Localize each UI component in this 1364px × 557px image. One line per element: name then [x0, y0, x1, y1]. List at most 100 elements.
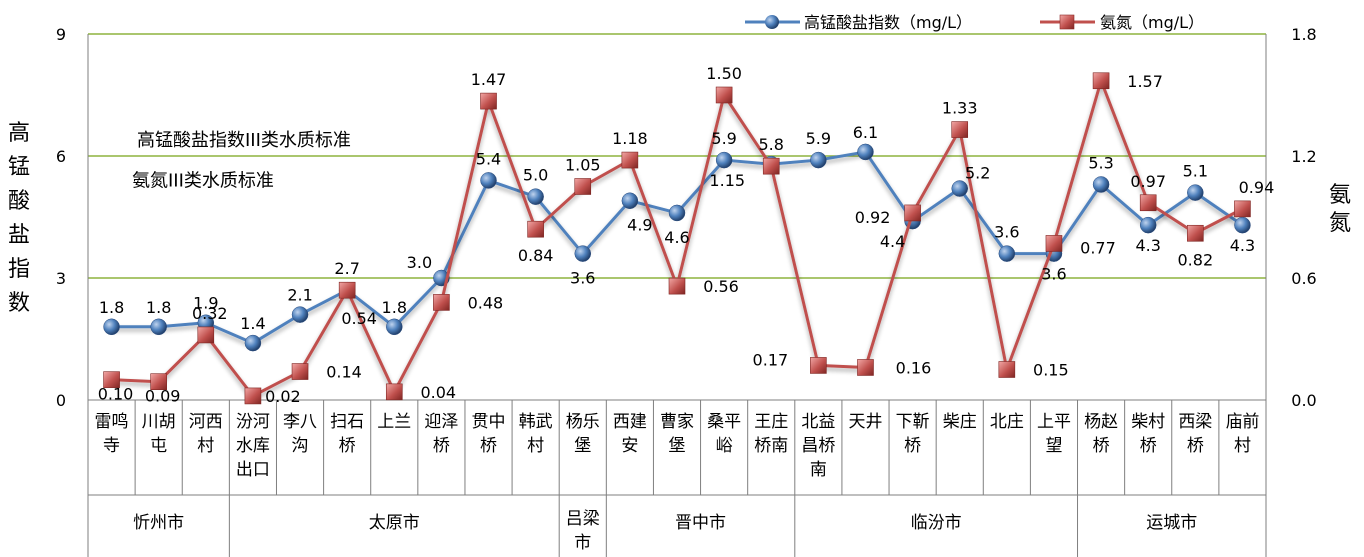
category-label: 水库 — [236, 436, 270, 456]
data-label-ammonia: 0.77 — [1080, 238, 1116, 257]
point-ammonia — [338, 281, 356, 299]
point-ammonia — [715, 86, 733, 104]
category-label: 曹家 — [660, 412, 694, 432]
y-axis-title-right-char: 氨 — [1329, 183, 1351, 208]
legend-label-ammonia: 氨氮（mg/L） — [1100, 13, 1204, 32]
data-label-ammonia: 0.02 — [265, 387, 301, 406]
reference-label: 高锰酸盐指数III类水质标准 — [137, 130, 351, 151]
city-label: 吕梁 — [566, 509, 600, 529]
point-permanganate — [1234, 216, 1251, 234]
category-label: 桥 — [480, 436, 497, 456]
category-label: 堡 — [669, 436, 686, 456]
data-label-permanganate: 5.0 — [523, 166, 548, 185]
category-label: 汾河 — [236, 412, 270, 432]
data-label-permanganate: 4.4 — [880, 232, 905, 251]
point-permanganate — [1092, 176, 1110, 193]
point-ammonia — [103, 371, 120, 388]
data-label-ammonia: 0.97 — [1130, 172, 1166, 191]
data-label-ammonia: 1.50 — [706, 64, 742, 83]
data-label-ammonia: 0.54 — [341, 309, 377, 328]
data-label-ammonia: 0.17 — [753, 350, 789, 369]
point-permanganate — [1187, 184, 1204, 201]
category-label: 南 — [810, 460, 827, 480]
category-label: 桥 — [1140, 436, 1157, 456]
data-label-ammonia: 0.56 — [703, 277, 739, 296]
y-axis-title-left-char: 数 — [8, 291, 30, 316]
category-label: 柴庄 — [943, 412, 977, 432]
data-label-permanganate: 4.9 — [627, 216, 652, 235]
category-label: 柴村 — [1131, 412, 1165, 432]
city-label: 临汾市 — [911, 513, 962, 533]
point-ammonia — [668, 277, 686, 295]
category-label: 李八 — [283, 412, 317, 432]
category-label: 扫石 — [330, 412, 364, 432]
category-label: 川胡 — [142, 412, 176, 432]
category-label: 昌桥 — [801, 436, 835, 456]
data-label-ammonia: 0.15 — [1033, 361, 1069, 380]
data-label-permanganate: 3.0 — [407, 253, 432, 272]
point-permanganate — [715, 151, 733, 169]
point-ammonia — [480, 92, 497, 110]
data-label-ammonia: 1.57 — [1127, 72, 1163, 91]
category-label: 上兰 — [377, 412, 411, 432]
point-permanganate — [244, 334, 262, 352]
legend-label-permanganate: 高锰酸盐指数（mg/L） — [804, 13, 972, 32]
category-label: 桥 — [339, 436, 356, 456]
point-permanganate — [291, 306, 309, 323]
point-permanganate — [857, 143, 874, 161]
category-label: 屯 — [150, 436, 167, 456]
category-label: 安 — [621, 436, 638, 456]
point-ammonia — [150, 373, 167, 391]
point-ammonia — [197, 326, 215, 344]
point-ammonia — [621, 151, 639, 169]
axes: 0 3 6 9 0.0 0.6 1.2 1.8 — [56, 25, 1317, 557]
data-label-permanganate: 5.8 — [759, 135, 784, 154]
category-label: 王庄 — [754, 412, 788, 432]
category-label: 韩武 — [519, 412, 553, 432]
category-label: 天井 — [848, 412, 882, 432]
data-label-permanganate: 1.8 — [99, 298, 124, 317]
category-label: 北庄 — [990, 412, 1024, 432]
y-tick-left: 0 — [56, 391, 66, 410]
point-permanganate — [103, 318, 120, 336]
city-label: 晋中市 — [675, 513, 726, 533]
point-ammonia — [527, 220, 544, 238]
data-label-permanganate: 2.1 — [287, 286, 312, 305]
y-tick-right: 1.8 — [1291, 25, 1316, 44]
point-permanganate — [480, 172, 497, 189]
category-label: 村 — [1234, 436, 1251, 456]
city-label: 市 — [574, 533, 591, 553]
category-label: 河西 — [189, 412, 223, 432]
category-label: 村 — [527, 436, 544, 456]
data-label-permanganate: 4.6 — [664, 228, 689, 247]
data-label-permanganate: 3.6 — [1041, 265, 1066, 284]
point-ammonia — [574, 178, 592, 195]
category-label: 北益 — [801, 412, 835, 432]
data-label-ammonia: 0.16 — [896, 358, 932, 377]
point-ammonia — [1092, 72, 1110, 90]
data-label-permanganate: 5.3 — [1088, 153, 1113, 172]
data-label-permanganate: 2.7 — [334, 259, 359, 278]
point-permanganate — [668, 204, 686, 222]
y-tick-right: 0.0 — [1291, 391, 1316, 410]
point-ammonia — [291, 363, 309, 380]
category-label: 桑平 — [707, 412, 741, 432]
y-axis-title-right-char: 氮 — [1329, 211, 1351, 236]
point-permanganate — [1139, 216, 1157, 234]
data-label-ammonia: 1.18 — [612, 129, 648, 148]
legend-item-ammonia: 氨氮（mg/L） — [1040, 13, 1204, 32]
point-ammonia — [998, 361, 1016, 378]
data-label-permanganate: 4.3 — [1135, 236, 1160, 255]
y-axis-title-left-char: 盐 — [8, 223, 30, 248]
category-label: 桥 — [1187, 436, 1204, 456]
y-axis-title-left-char: 指 — [8, 257, 30, 282]
category-label: 上平 — [1037, 412, 1071, 432]
data-label-permanganate: 1.4 — [240, 314, 265, 333]
data-label-ammonia: 1.05 — [565, 156, 601, 175]
y-tick-right: 0.6 — [1291, 269, 1316, 288]
category-label: 桥 — [433, 436, 450, 456]
point-ammonia — [1234, 200, 1251, 218]
point-ammonia — [385, 383, 403, 401]
legend-item-permanganate: 高锰酸盐指数（mg/L） — [745, 13, 972, 32]
